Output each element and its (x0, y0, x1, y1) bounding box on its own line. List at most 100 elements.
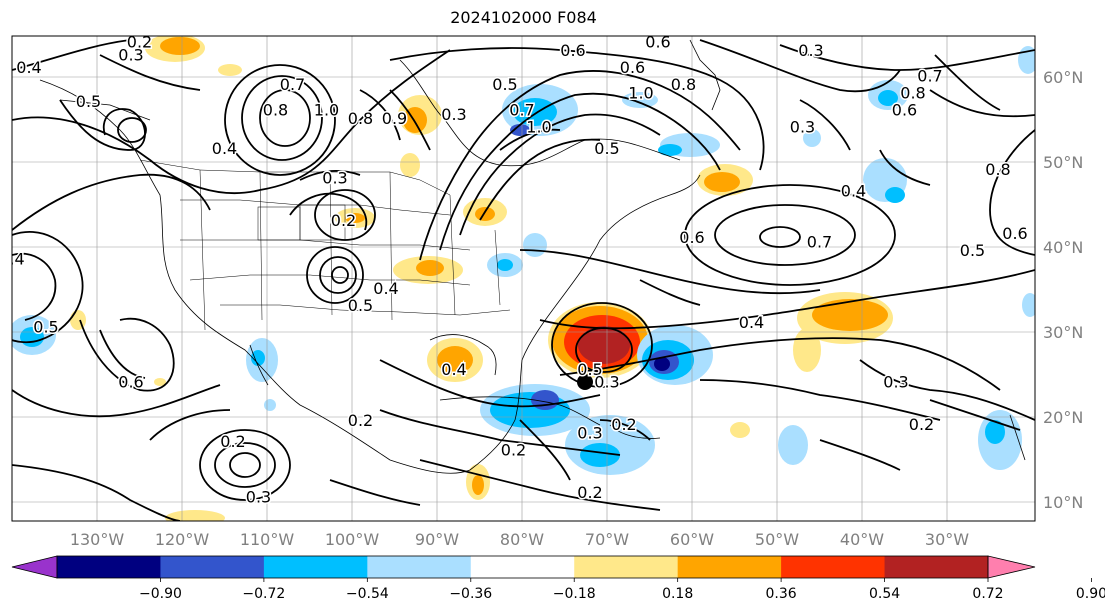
colorbar-segment (574, 556, 679, 578)
colorbar-extend-min (11, 555, 58, 579)
contour-label: 0.5 (348, 296, 373, 315)
contour-label: 0.2 (220, 432, 245, 451)
contour-label: 0.3 (118, 45, 143, 64)
contour-label: 0.2 (909, 415, 934, 434)
coastlines (39, 39, 1026, 474)
contour-label: 0.4 (373, 279, 398, 298)
colorbar-tick-label: −0.36 (449, 586, 492, 602)
lon-label: 60°W (670, 530, 714, 549)
colorbar-tick-label: −0.54 (346, 586, 389, 602)
contour-label: 0.6 (620, 58, 645, 77)
contour-label: 0.4 (16, 58, 41, 77)
contour-label: 0.4 (739, 313, 764, 332)
contour-label: 0.7 (280, 75, 305, 94)
contour-label: 0.5 (594, 139, 619, 158)
contour-label: 0.6 (645, 33, 670, 52)
colorbar-tick-label: −0.18 (553, 586, 596, 602)
colorbar-tick-label: −0.90 (139, 586, 182, 602)
contour-label: 0.3 (798, 41, 823, 60)
contour-label: 1.0 (526, 118, 551, 137)
contour-label: 0.6 (560, 41, 585, 60)
contour-label: 0.8 (348, 109, 373, 128)
contour-label: 0.6 (1002, 224, 1027, 243)
contour-label: 0.4 (212, 139, 237, 158)
contour-label: 0.6 (679, 228, 704, 247)
contour-label: 0.7 (807, 232, 832, 251)
lon-label: 70°W (585, 530, 629, 549)
lat-label: 40°N (1043, 238, 1083, 257)
contour-label: 0.7 (917, 67, 942, 86)
contour-label: 0.8 (263, 101, 288, 120)
contour-label: 0.5 (33, 317, 58, 336)
contour-label: 0.2 (501, 441, 526, 460)
graticule (12, 36, 1035, 521)
colorbar-segment (470, 556, 575, 578)
contour-label: 0.5 (577, 360, 602, 379)
contour-label: 0.9 (382, 109, 407, 128)
contour-label: 0.3 (441, 105, 466, 124)
contour-label: 0.4 (0, 249, 25, 268)
colorbar-segment (57, 556, 161, 578)
contour-label: 0.7 (509, 101, 534, 120)
contour-label: 0.8 (671, 75, 696, 94)
contour-label: 0.3 (322, 169, 347, 188)
colorbar-segment (781, 556, 886, 578)
contour-label: 0.2 (331, 211, 356, 230)
colorbar-segment (677, 556, 782, 578)
contour-label: 0.3 (594, 373, 619, 392)
contour-label: 0.4 (841, 181, 866, 200)
colorbar-tick-label: 0.36 (766, 586, 797, 602)
political-borders (139, 159, 511, 331)
lon-label: 30°W (925, 530, 969, 549)
lat-label: 10°N (1043, 493, 1083, 512)
lon-label: 130°W (70, 530, 125, 549)
contour-label: 0.3 (883, 373, 908, 392)
colorbar: −0.90 −0.72 −0.54 −0.36 −0.18 0.18 0.36 0.54 0.7… (11, 555, 1105, 602)
lon-label: 90°W (415, 530, 459, 549)
lon-label: 100°W (325, 530, 380, 549)
colorbar-frame (56, 555, 989, 579)
contour-label: 0.8 (900, 84, 925, 103)
contour-label: 0.6 (118, 373, 143, 392)
lat-label: 60°N (1043, 68, 1083, 87)
contour-label: 0.3 (790, 118, 815, 137)
lat-label: 30°N (1043, 323, 1083, 342)
plot-title: 2024102000 F084 (450, 8, 597, 27)
colorbar-tick-label: 0.18 (662, 586, 693, 602)
contour-labels: 0.20.30.40.50.70.8 1.0 0.8 0.90.40.30.20.30… (0, 33, 1029, 508)
colorbar-segment (263, 556, 368, 578)
colorbar-segment (884, 556, 989, 578)
colorbar-tick-label: −0.72 (242, 586, 285, 602)
storm-center-marker (577, 374, 593, 390)
longitude-labels: 130°W 120°W 110°W 100°W 90°W 80°W 70°W 60°W 50°W… (70, 530, 969, 549)
lon-label: 50°W (755, 530, 799, 549)
contour-label: 0.2 (348, 411, 373, 430)
contour-label: 0.5 (492, 75, 517, 94)
contour-lines (12, 39, 1035, 521)
contour-label: 0.4 (441, 360, 466, 379)
lon-label: 110°W (240, 530, 295, 549)
contour-label: 0.5 (76, 92, 101, 111)
contour-label: 0.5 (960, 241, 985, 260)
lon-label: 120°W (155, 530, 210, 549)
contour-label: 1.0 (628, 84, 653, 103)
lon-label: 40°W (840, 530, 884, 549)
map-frame (11, 35, 1036, 522)
contour-label: 0.3 (246, 487, 271, 506)
lon-label: 80°W (500, 530, 544, 549)
colorbar-tick-label: 0.90 (1076, 586, 1105, 602)
contour-label: 0.6 (892, 101, 917, 120)
colorbar-extend-max (987, 555, 1036, 579)
lat-label: 50°N (1043, 153, 1083, 172)
colorbar-segment (367, 556, 472, 578)
lat-label: 20°N (1043, 408, 1083, 427)
contour-label: 1.0 (314, 101, 339, 120)
colorbar-tick-label: 0.72 (972, 586, 1003, 602)
contour-label: 0.3 (577, 424, 602, 443)
contour-label: 0.2 (577, 483, 602, 502)
contour-label: 0.2 (611, 415, 636, 434)
contour-label: 0.8 (985, 160, 1010, 179)
colorbar-tick-label: 0.54 (869, 586, 900, 602)
latitude-labels: 60°N 50°N 40°N 30°N 20°N 10°N (1043, 68, 1083, 512)
